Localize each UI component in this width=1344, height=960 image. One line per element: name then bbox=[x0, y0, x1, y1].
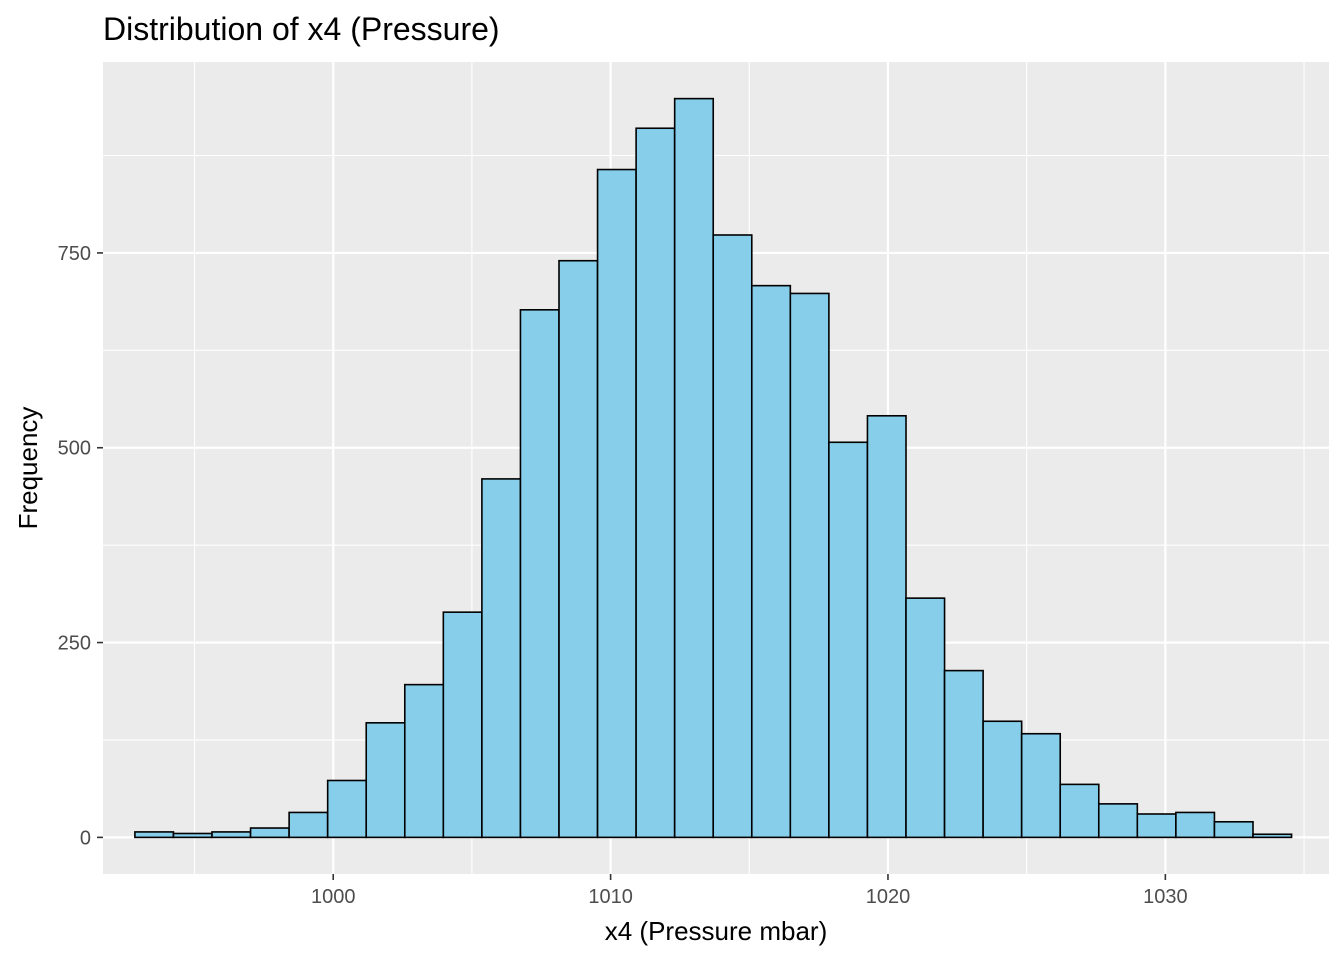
histogram-bar bbox=[982, 720, 1023, 839]
x-tick-label: 1010 bbox=[588, 886, 633, 908]
histogram-bar bbox=[481, 478, 522, 839]
histogram-bar bbox=[1252, 833, 1293, 839]
histogram-bar bbox=[943, 669, 984, 839]
histogram-bar bbox=[134, 831, 175, 839]
histogram-bar bbox=[635, 127, 676, 839]
histogram-bar bbox=[519, 309, 560, 839]
histogram-bars bbox=[134, 97, 1293, 839]
histogram-bar bbox=[288, 811, 329, 839]
x-tick-label: 1020 bbox=[866, 886, 911, 908]
y-tick-label: 750 bbox=[58, 243, 91, 265]
histogram-bar bbox=[1059, 783, 1100, 839]
y-tick-label: 500 bbox=[58, 438, 91, 460]
histogram-bar bbox=[789, 292, 830, 839]
histogram-bar bbox=[866, 414, 907, 839]
x-axis-ticks: 1000 1010 1020 1030 bbox=[311, 874, 1188, 908]
histogram-bar bbox=[1175, 811, 1216, 839]
histogram-bar bbox=[673, 97, 715, 839]
histogram-bar bbox=[249, 827, 290, 839]
histogram-bar bbox=[905, 597, 946, 839]
histogram-bar bbox=[326, 779, 368, 839]
histogram-bar bbox=[750, 284, 792, 839]
x-tick-label: 1000 bbox=[311, 886, 356, 908]
histogram-bar bbox=[442, 611, 483, 839]
y-tick-label: 250 bbox=[58, 633, 91, 655]
histogram-bar bbox=[172, 832, 213, 839]
histogram-bar bbox=[1097, 803, 1139, 839]
x-axis-title: x4 (Pressure mbar) bbox=[605, 916, 828, 946]
histogram-bar bbox=[558, 259, 599, 839]
histogram-bar bbox=[596, 168, 637, 839]
y-tick-label: 0 bbox=[80, 827, 91, 849]
x-tick-label: 1030 bbox=[1143, 886, 1188, 908]
y-axis-ticks: 0 250 500 750 bbox=[58, 243, 103, 849]
histogram-bar bbox=[1213, 820, 1254, 839]
histogram-bar bbox=[365, 722, 406, 839]
histogram-bar bbox=[1020, 732, 1062, 839]
histogram-bar bbox=[828, 441, 869, 839]
histogram-bar bbox=[1136, 813, 1177, 839]
histogram-bar bbox=[712, 234, 753, 839]
histogram-bar bbox=[403, 683, 445, 839]
histogram-bar bbox=[211, 831, 252, 839]
y-axis-title: Frequency bbox=[13, 407, 43, 530]
chart-title: Distribution of x4 (Pressure) bbox=[103, 11, 500, 47]
